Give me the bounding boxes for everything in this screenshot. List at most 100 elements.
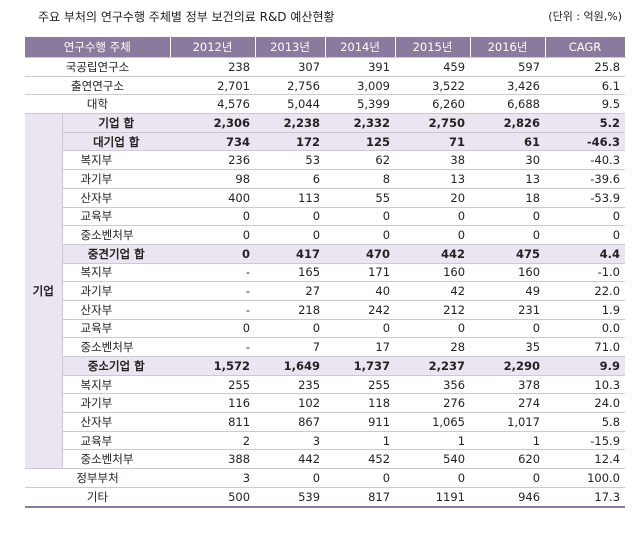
cell: 0 bbox=[255, 225, 326, 245]
table-row: 대기업 합 734 172 125 71 61 -46.3 bbox=[25, 132, 626, 152]
cell: 2,826 bbox=[470, 113, 546, 133]
cell: 13 bbox=[470, 169, 546, 189]
cell: 0 bbox=[170, 207, 256, 227]
table-row: 대학 4,576 5,044 5,399 6,260 6,688 9.5 bbox=[25, 94, 626, 115]
column-header: 2012년 bbox=[170, 37, 256, 58]
table-row: 중소기업 합 1,572 1,649 1,737 2,237 2,290 9.9 bbox=[25, 356, 626, 376]
cell: 27 bbox=[255, 281, 326, 301]
cell: 2,237 bbox=[395, 356, 471, 376]
cell: 500 bbox=[170, 487, 256, 508]
cell: 276 bbox=[395, 393, 471, 414]
cell: 0.0 bbox=[545, 319, 626, 339]
cell: 5,044 bbox=[255, 94, 326, 115]
row-label: 과기부 bbox=[62, 169, 171, 189]
table-row: 산자부 811 867 911 1,065 1,017 5.8 bbox=[25, 412, 626, 432]
row-label: 기타 bbox=[25, 487, 171, 508]
unit: (단위 : 억원,%) bbox=[548, 10, 622, 23]
row-label: 산자부 bbox=[62, 412, 171, 432]
column-header: 연구수행 주체 bbox=[25, 37, 171, 58]
cell: 442 bbox=[395, 244, 471, 264]
cell: 2,756 bbox=[255, 76, 326, 96]
cell: 0 bbox=[325, 468, 396, 488]
cell: 4,576 bbox=[170, 94, 256, 115]
table-row: 복지부 255 235 255 356 378 10.3 bbox=[25, 375, 626, 395]
table-row: 복지부 -165 171 160 160 -1.0 bbox=[25, 263, 626, 283]
cell: 160 bbox=[395, 263, 471, 283]
cell: 12.4 bbox=[545, 449, 626, 470]
cell: 113 bbox=[255, 188, 326, 208]
row-label: 대학 bbox=[25, 94, 171, 115]
table-row: 산자부 400 113 55 20 18 -53.9 bbox=[25, 188, 626, 208]
cell: 470 bbox=[325, 244, 396, 264]
column-header: CAGR bbox=[545, 37, 626, 58]
cell: 1 bbox=[395, 431, 471, 451]
cell: 0 bbox=[395, 319, 471, 339]
cell: 1191 bbox=[395, 487, 471, 508]
cell: 116 bbox=[170, 393, 256, 414]
cell: 6,688 bbox=[470, 94, 546, 115]
cell: 356 bbox=[395, 375, 471, 395]
cell: 118 bbox=[325, 393, 396, 414]
column-header: 2016년 bbox=[470, 37, 546, 58]
row-label: 중견기업 합 bbox=[62, 244, 171, 264]
cell: 2,290 bbox=[470, 356, 546, 376]
cell: 2,701 bbox=[170, 76, 256, 96]
table-row: 복지부 236 53 62 38 30 -40.3 bbox=[25, 150, 626, 171]
cell: 42 bbox=[395, 281, 471, 301]
table-row: 교육부 2 3 1 1 1 -15.9 bbox=[25, 431, 626, 451]
cell: 388 bbox=[170, 449, 256, 470]
cell: 3,009 bbox=[325, 76, 396, 96]
table-row: 중소벤처부 -7 17 28 35 71.0 bbox=[25, 337, 626, 357]
row-label: 복지부 bbox=[62, 375, 171, 395]
cell: 4.4 bbox=[545, 244, 626, 264]
cell: 391 bbox=[325, 57, 396, 77]
row-label: 출연연구소 bbox=[25, 76, 171, 96]
row-label: 산자부 bbox=[62, 300, 171, 320]
cell: 212 bbox=[395, 300, 471, 320]
table-row: 중견기업 합 0 417 470 442 475 4.4 bbox=[25, 244, 626, 264]
cell: - bbox=[170, 281, 256, 301]
row-label: 교육부 bbox=[62, 431, 171, 451]
cell: 3 bbox=[170, 468, 256, 488]
table-row: 중소벤처부 388 442 452 540 620 12.4 bbox=[25, 449, 626, 470]
cell: 10.3 bbox=[545, 375, 626, 395]
cell: 911 bbox=[325, 412, 396, 432]
row-label: 정부부처 bbox=[25, 468, 171, 488]
cell: 597 bbox=[470, 57, 546, 77]
cell: 0 bbox=[170, 319, 256, 339]
cell: 171 bbox=[325, 263, 396, 283]
row-label: 중소기업 합 bbox=[62, 356, 171, 376]
table-row: 중소벤처부 0 0 0 0 0 0 bbox=[25, 225, 626, 245]
table-row: 과기부 -27 40 42 49 22.0 bbox=[25, 281, 626, 301]
cell: - bbox=[170, 337, 256, 357]
cell: 238 bbox=[170, 57, 256, 77]
cell: 1 bbox=[325, 431, 396, 451]
cell: 125 bbox=[325, 132, 396, 152]
cell: 30 bbox=[470, 150, 546, 171]
cell: 452 bbox=[325, 449, 396, 470]
cell: 0 bbox=[470, 468, 546, 488]
cell: 539 bbox=[255, 487, 326, 508]
cell: 1,737 bbox=[325, 356, 396, 376]
cell: 62 bbox=[325, 150, 396, 171]
cell: 811 bbox=[170, 412, 256, 432]
cell: 6,260 bbox=[395, 94, 471, 115]
cell: 0 bbox=[470, 225, 546, 245]
cell: 0 bbox=[255, 468, 326, 488]
cell: 71.0 bbox=[545, 337, 626, 357]
cell: 0 bbox=[470, 319, 546, 339]
cell: 0 bbox=[255, 207, 326, 227]
cell: 274 bbox=[470, 393, 546, 414]
cell: 71 bbox=[395, 132, 471, 152]
cell: - bbox=[170, 300, 256, 320]
cell: 400 bbox=[170, 188, 256, 208]
table-row: 과기부 116 102 118 276 274 24.0 bbox=[25, 393, 626, 414]
cell: 0 bbox=[325, 207, 396, 227]
cell: 49 bbox=[470, 281, 546, 301]
cell: -15.9 bbox=[545, 431, 626, 451]
cell: 5.2 bbox=[545, 113, 626, 133]
cell: -39.6 bbox=[545, 169, 626, 189]
row-label: 기업 합 bbox=[62, 113, 171, 133]
cell: 100.0 bbox=[545, 468, 626, 488]
cell: 459 bbox=[395, 57, 471, 77]
